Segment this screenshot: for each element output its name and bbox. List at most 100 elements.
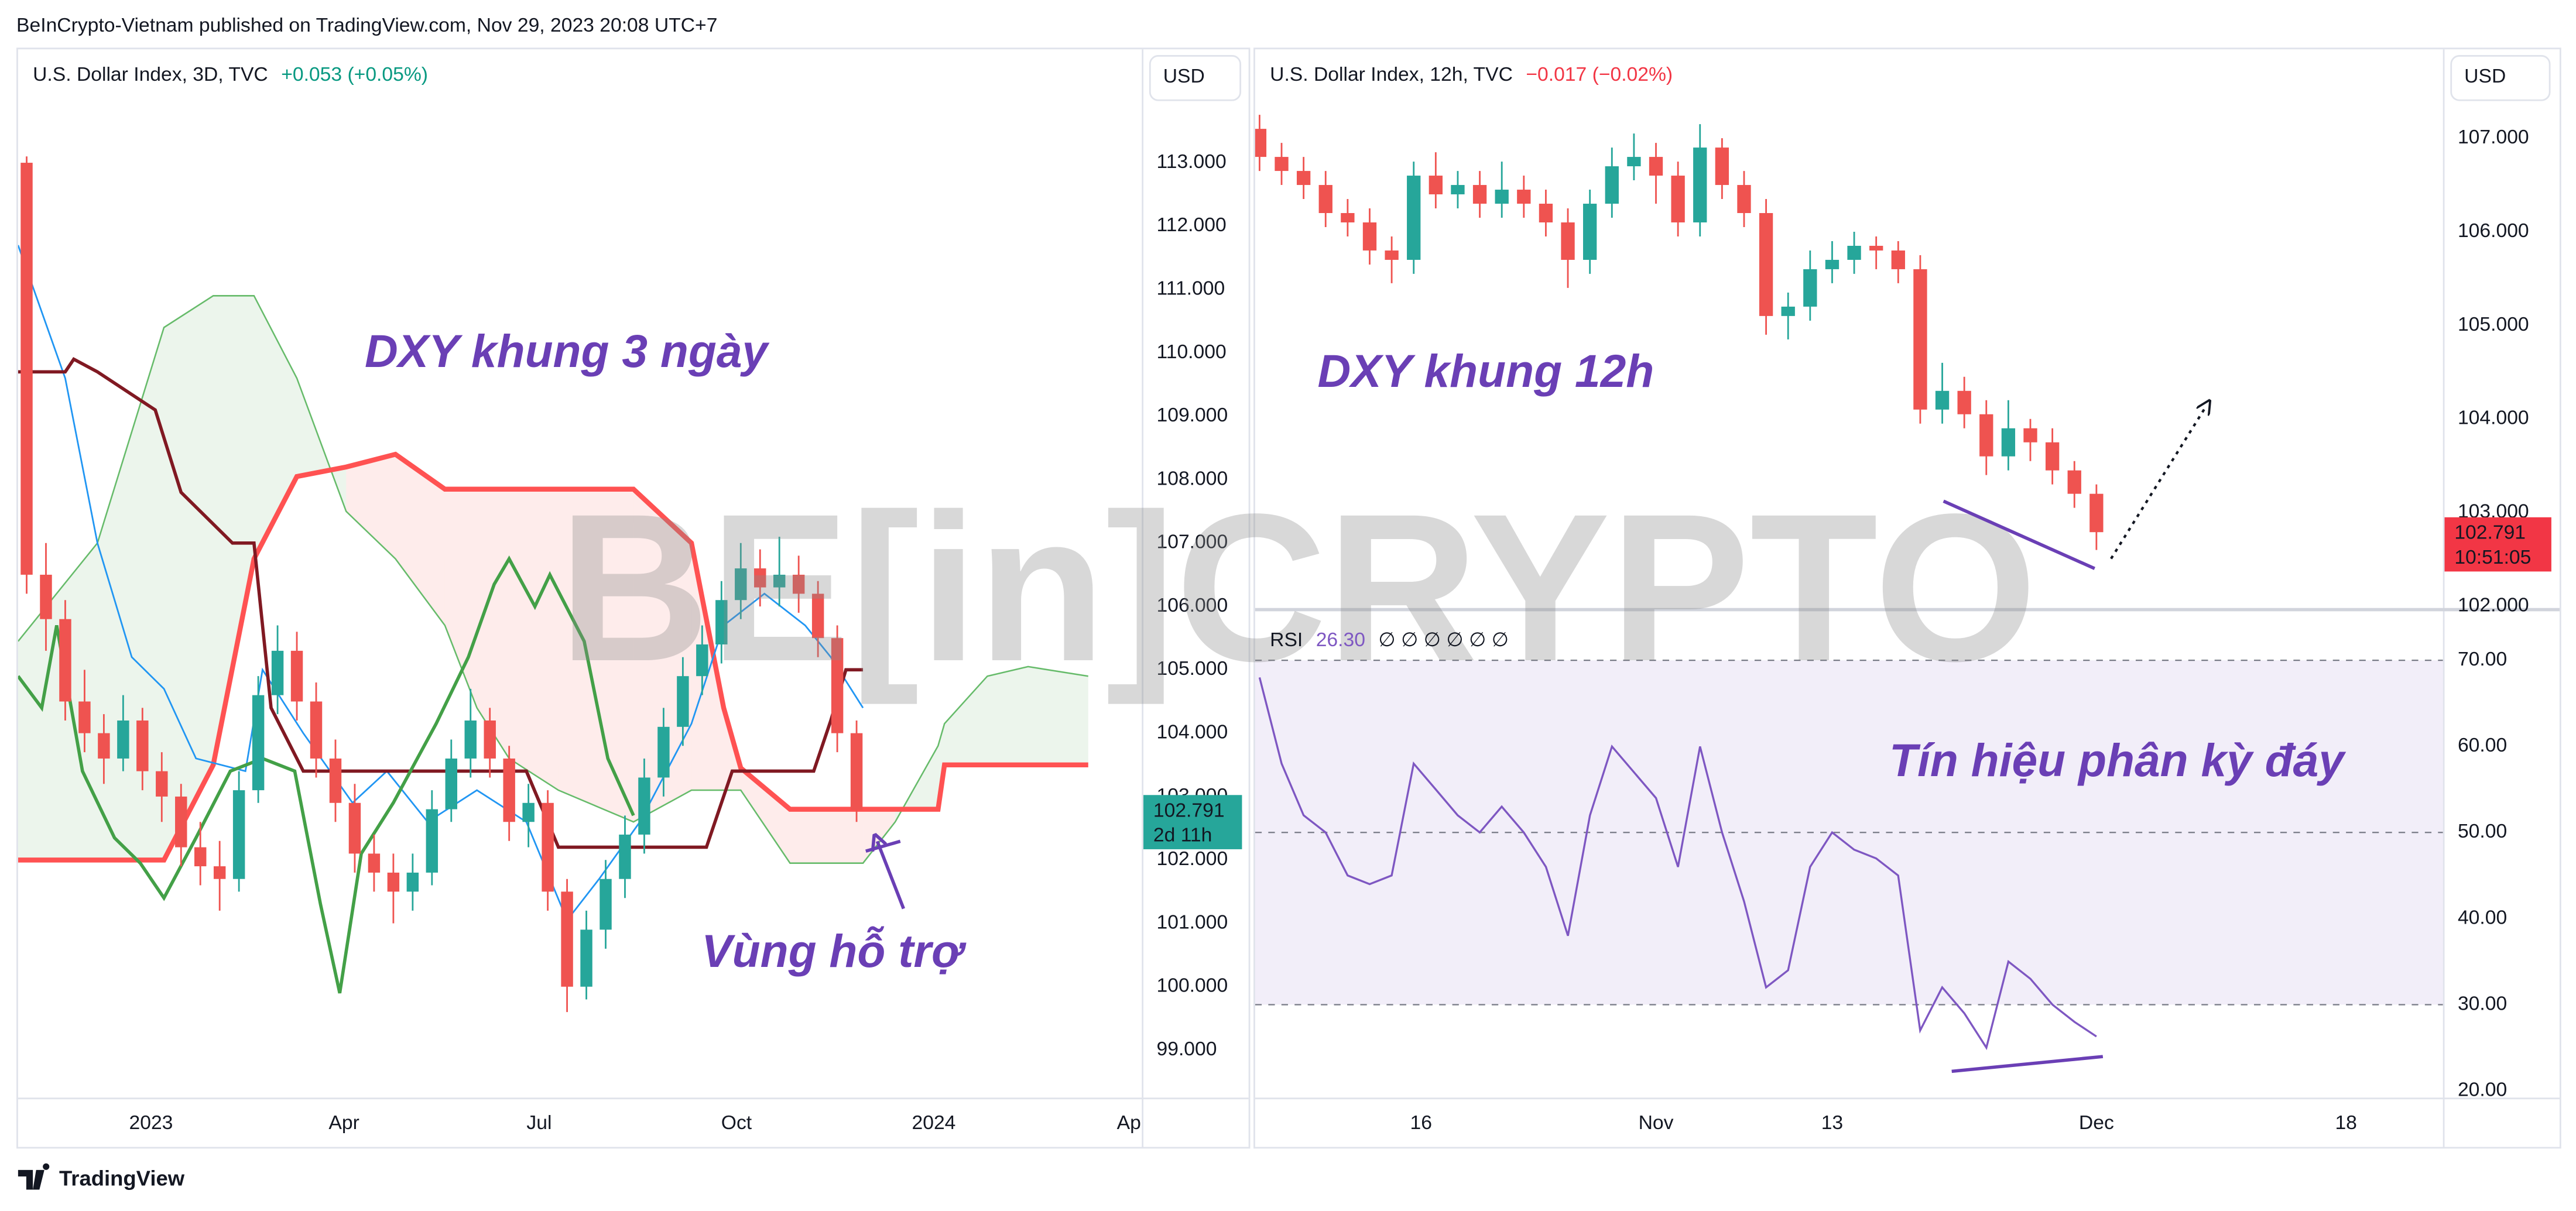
cloud (895, 746, 938, 822)
candle-body (2045, 442, 2060, 471)
axes: 99.000100.000101.000102.000103.000104.00… (129, 126, 2551, 1134)
x-tick-label: 18 (2335, 1112, 2356, 1134)
x-tick-label: Nov (1639, 1112, 1674, 1134)
candle-body (213, 866, 226, 879)
last-price: 102.791 (2454, 522, 2526, 544)
candle-body (773, 574, 786, 588)
candle-body (580, 929, 592, 987)
legend-right: U.S. Dollar Index, 12h, TVC −0.017 (−0.02… (1270, 64, 1673, 85)
candle-body (1472, 185, 1487, 204)
candle-body (1495, 190, 1509, 204)
y-tick-label: 40.00 (2458, 907, 2507, 928)
candle-body (831, 638, 844, 733)
y-tick-label: 102.000 (2458, 594, 2529, 616)
currency-button[interactable] (2450, 55, 2551, 101)
cloud (395, 454, 445, 626)
y-tick-label: 109.000 (1157, 404, 1228, 426)
candle-body (59, 619, 71, 702)
candle-body (117, 720, 129, 759)
support-mark (865, 839, 901, 853)
candle-body (1627, 157, 1641, 167)
candle-body (348, 802, 361, 854)
candle-body (1582, 204, 1597, 260)
cloud (509, 489, 559, 791)
left-plot (18, 156, 1088, 1013)
candle-body (754, 568, 766, 588)
candle-body (811, 594, 824, 639)
cloud (633, 489, 692, 822)
candle-body (522, 802, 535, 822)
candle-body (1362, 222, 1377, 251)
last-price: 102.791 (1153, 800, 1225, 821)
x-tick-label: Oct (721, 1112, 752, 1134)
candle-body (1407, 176, 1421, 260)
candle-body (1296, 171, 1311, 186)
ichimoku-line (18, 357, 864, 849)
annotation: Vùng hỗ trợ (701, 925, 967, 977)
candle-body (1318, 185, 1332, 214)
symbol: U.S. Dollar Index, 12h, TVC (1270, 64, 1513, 85)
candle-body (1979, 414, 1993, 457)
cloud (346, 454, 396, 559)
countdown: 10:51:05 (2454, 547, 2531, 568)
y-tick-label: 50.00 (2458, 821, 2507, 842)
cloud (213, 296, 254, 765)
left-frame (16, 47, 1251, 1149)
candle-body (484, 720, 496, 759)
rsi-legend: RSI 26.30 ∅ ∅ ∅ ∅ ∅ ∅ (1270, 629, 1509, 651)
cloud (164, 296, 214, 860)
candle-body (136, 720, 149, 771)
cloud (558, 489, 634, 822)
rsi-plot (1255, 660, 2443, 1051)
symbol: U.S. Dollar Index, 3D, TVC (33, 64, 268, 85)
candle-body (2067, 470, 2081, 494)
cloud (18, 543, 98, 860)
currency[interactable]: USD (2464, 66, 2506, 87)
last-price-tag (2444, 517, 2551, 572)
candle-body (735, 568, 747, 601)
x-tick-label: 13 (1821, 1112, 1843, 1134)
candle-body (252, 695, 265, 791)
y-tick-label: 108.000 (1157, 468, 1228, 489)
y-tick-label: 107.000 (1157, 531, 1228, 553)
candle-body (426, 809, 439, 873)
annotation: Tín hiệu phân kỳ đáy (1889, 735, 2346, 786)
y-tick-label: 107.000 (2458, 126, 2529, 148)
candle-body (175, 796, 187, 848)
y-tick-label: 106.000 (1157, 595, 1228, 616)
right-plot (1255, 115, 2104, 550)
cloud (741, 768, 790, 863)
candle-body (1957, 390, 1971, 414)
candle-body (1649, 157, 1663, 176)
candle-body (2001, 428, 2016, 457)
x-tick-label: Apr (328, 1112, 359, 1134)
y-tick-label: 70.00 (2458, 649, 2507, 670)
candle-body (290, 650, 303, 702)
price-trendline (1943, 499, 2095, 570)
right-frame (1253, 47, 2561, 1149)
candle-body (1451, 185, 1465, 195)
candle-body (1781, 306, 1795, 316)
candle-body (310, 701, 323, 759)
candle-body (677, 676, 689, 727)
y-tick-label: 101.000 (1157, 911, 1228, 933)
y-tick-label: 111.000 (1157, 278, 1225, 300)
candle-body (406, 872, 419, 892)
candle-body (1693, 147, 1707, 223)
annotation: DXY khung 3 ngày (365, 325, 770, 377)
currency[interactable]: USD (1163, 66, 1205, 87)
x-tick-label: Dec (2079, 1112, 2114, 1134)
candle-body (464, 720, 477, 759)
candle-body (1935, 390, 1950, 410)
y-tick-label: 100.000 (1157, 975, 1228, 997)
currency-button[interactable] (1149, 55, 1242, 101)
candle-body (1847, 245, 1861, 260)
y-tick-label: 60.00 (2458, 735, 2507, 756)
x-tick-label: 2024 (912, 1112, 955, 1134)
x-tick-label: Jul (526, 1112, 551, 1134)
candle-body (850, 733, 863, 810)
candle-body (2023, 428, 2037, 442)
candle-body (194, 847, 207, 867)
tv-logo (18, 1163, 50, 1190)
candle-body (1605, 166, 1619, 204)
